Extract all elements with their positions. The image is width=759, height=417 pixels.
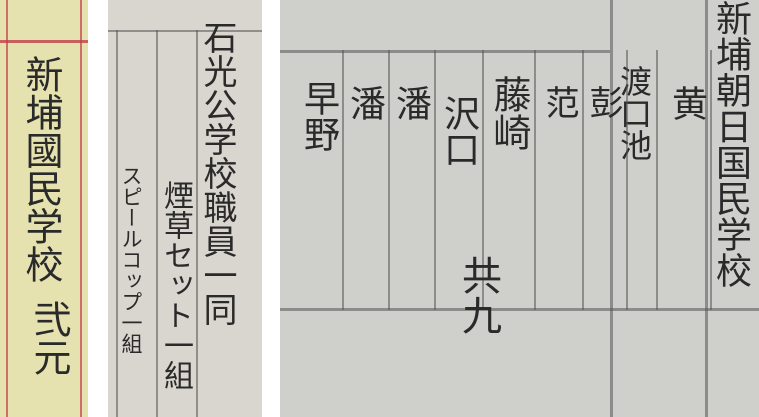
red-rule [80, 0, 82, 417]
donor-name: 沢口 [438, 95, 479, 167]
gift-item: 煙草セット一組 [158, 180, 193, 390]
red-rule [6, 0, 8, 417]
rule [534, 50, 536, 310]
rule [626, 50, 628, 310]
rule [705, 0, 708, 417]
rule [196, 30, 198, 417]
donor-name: 新埔朝日国民学校 [710, 0, 751, 288]
rule [482, 50, 484, 310]
rule [656, 50, 658, 310]
gift-item: スピールコップ一組 [119, 165, 143, 354]
donor-name: 潘 [390, 85, 431, 121]
donor-name: 彭 [583, 85, 623, 119]
rule [434, 50, 436, 310]
receipt-photo-2: 石光公学校職員一同 煙草セット一組 スピールコップ一組 [108, 0, 262, 417]
donor-name: 早野 [298, 80, 339, 152]
rule [108, 30, 262, 32]
receipt-photo-1: 新埔國民学校 弐元 [0, 0, 88, 417]
rule [610, 0, 613, 417]
rule [342, 50, 344, 310]
amount: 弐元 [27, 300, 71, 376]
donor-name: 黄 [666, 85, 707, 121]
donor-name: 渡口池 [615, 65, 653, 161]
rule [280, 50, 610, 53]
rule [156, 30, 158, 417]
donor-name: 潘 [344, 85, 385, 121]
total: 共九 [455, 255, 501, 335]
receipt-photo-3: 新埔朝日国民学校黄渡口池彭范藤崎 沢口潘潘早野 共九 [280, 0, 759, 417]
donor-name: 范 [539, 85, 579, 119]
rule [116, 30, 118, 417]
red-rule [0, 40, 88, 43]
rule [280, 308, 759, 311]
donor-name: 新埔國民学校 [19, 55, 63, 283]
donor-name: 石光公学校職員一同 [197, 20, 237, 326]
rule [388, 50, 390, 310]
rule [710, 50, 712, 310]
rule [582, 50, 584, 310]
donor-name: 藤崎 [487, 75, 531, 151]
